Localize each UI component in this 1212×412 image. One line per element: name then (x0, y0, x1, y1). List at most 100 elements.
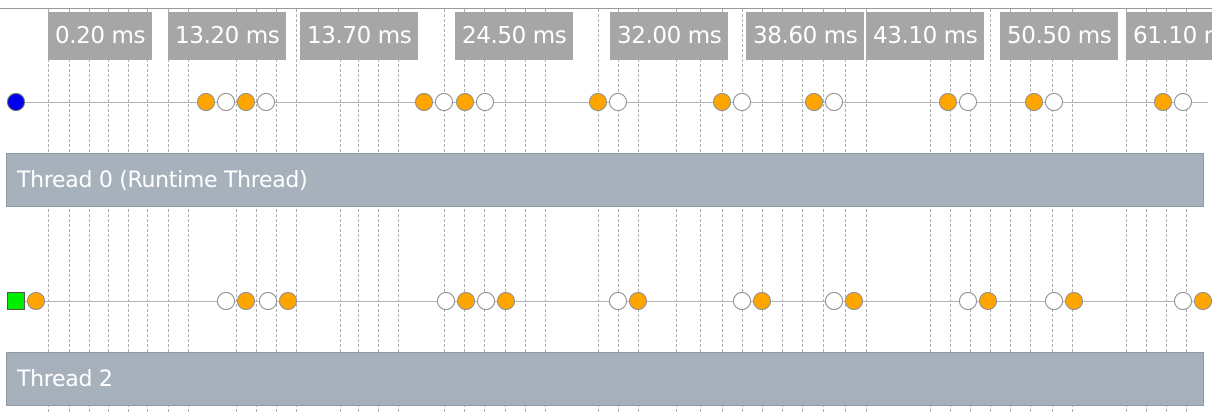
thread-0-marker-filled[interactable] (415, 93, 433, 111)
time-label: 32.00 ms (610, 12, 729, 60)
grid-line (69, 9, 70, 412)
grid-line (236, 9, 237, 412)
thread-0-marker-hollow[interactable] (959, 93, 977, 111)
thread-2-marker-filled[interactable] (27, 292, 45, 310)
grid-line (1126, 9, 1127, 412)
grid-line (188, 9, 189, 412)
thread-2-marker-hollow[interactable] (1174, 292, 1192, 310)
thread-2-marker-filled[interactable] (753, 292, 771, 310)
grid-line (1186, 9, 1187, 412)
grid-line (128, 9, 129, 412)
thread-2-marker-filled[interactable] (1065, 292, 1083, 310)
thread-2-marker-hollow[interactable] (959, 292, 977, 310)
time-label: 38.60 ms (746, 12, 865, 60)
grid-line (340, 9, 341, 412)
time-label: 13.20 ms (168, 12, 287, 60)
thread-0-marker-filled[interactable] (237, 93, 255, 111)
grid-line (147, 9, 148, 412)
grid-line (930, 9, 931, 412)
grid-line (638, 9, 639, 412)
grid-line (722, 9, 723, 412)
thread-0-start-circle[interactable] (7, 93, 25, 111)
thread-2-marker-hollow[interactable] (217, 292, 235, 310)
thread-0-marker-filled[interactable] (197, 93, 215, 111)
thread-2-marker-hollow[interactable] (609, 292, 627, 310)
thread-0-marker-filled[interactable] (939, 93, 957, 111)
thread-0-marker-hollow[interactable] (257, 93, 275, 111)
thread-2-marker-hollow[interactable] (733, 292, 751, 310)
thread-2-marker-filled[interactable] (497, 292, 515, 310)
grid-line (464, 9, 465, 412)
grid-line (108, 9, 109, 412)
time-label: 50.50 ms (1000, 12, 1119, 60)
thread-0-label: Thread 0 (Runtime Thread) (17, 168, 308, 193)
grid-line (598, 9, 599, 412)
thread-0-marker-filled[interactable] (1025, 93, 1043, 111)
grid-line (950, 9, 951, 412)
time-label: 13.70 ms (300, 12, 419, 60)
thread-2-marker-hollow[interactable] (825, 292, 843, 310)
grid-line (505, 9, 506, 412)
grid-line (358, 9, 359, 412)
thread-2-marker-filled[interactable] (457, 292, 475, 310)
grid-line (802, 9, 803, 412)
timeline-top-rule (0, 8, 1212, 9)
grid-line (762, 9, 763, 412)
grid-line (256, 9, 257, 412)
time-label: 0.20 ms (48, 12, 153, 60)
grid-line (676, 9, 677, 412)
grid-line (276, 9, 277, 412)
thread-2-start-square[interactable] (7, 292, 25, 310)
thread-0-marker-hollow[interactable] (435, 93, 453, 111)
grid-line (296, 9, 297, 412)
grid-line (1146, 9, 1147, 412)
grid-line (168, 9, 169, 412)
thread-2-marker-filled[interactable] (237, 292, 255, 310)
thread-0-marker-filled[interactable] (1154, 93, 1172, 111)
grid-line (990, 9, 991, 412)
grid-line (700, 9, 701, 412)
grid-line (823, 9, 824, 412)
thread-2-marker-filled[interactable] (845, 292, 863, 310)
grid-line (618, 9, 619, 412)
grid-line (845, 9, 846, 412)
thread-2-marker-hollow[interactable] (437, 292, 455, 310)
grid-line (742, 9, 743, 412)
thread-2-marker-hollow[interactable] (477, 292, 495, 310)
grid-line (378, 9, 379, 412)
time-label: 61.10 ms (1126, 12, 1212, 60)
time-label: 43.10 ms (866, 12, 985, 60)
thread-0-marker-filled[interactable] (456, 93, 474, 111)
thread-0-marker-filled[interactable] (589, 93, 607, 111)
grid-line (398, 9, 399, 412)
grid-line (1052, 9, 1053, 412)
thread-2-marker-filled[interactable] (979, 292, 997, 310)
thread-0-marker-filled[interactable] (805, 93, 823, 111)
thread-2-marker-filled[interactable] (1194, 292, 1212, 310)
thread-2-marker-filled[interactable] (629, 292, 647, 310)
thread-2-marker-hollow[interactable] (1045, 292, 1063, 310)
thread-2-label: Thread 2 (17, 367, 113, 392)
thread-0-marker-hollow[interactable] (476, 93, 494, 111)
grid-line (782, 9, 783, 412)
thread-0-marker-hollow[interactable] (609, 93, 627, 111)
thread-0-marker-filled[interactable] (713, 93, 731, 111)
thread-0-marker-hollow[interactable] (733, 93, 751, 111)
thread-0-marker-hollow[interactable] (1045, 93, 1063, 111)
grid-line (444, 9, 445, 412)
grid-line (525, 9, 526, 412)
thread-2-marker-hollow[interactable] (259, 292, 277, 310)
time-label: 24.50 ms (455, 12, 574, 60)
thread-2-marker-filled[interactable] (279, 292, 297, 310)
thread-0-bar[interactable]: Thread 0 (Runtime Thread) (6, 153, 1204, 207)
grid-line (484, 9, 485, 412)
thread-0-marker-hollow[interactable] (217, 93, 235, 111)
grid-line (1010, 9, 1011, 412)
thread-0-marker-hollow[interactable] (825, 93, 843, 111)
thread-2-bar[interactable]: Thread 2 (6, 352, 1204, 406)
thread-0-marker-hollow[interactable] (1174, 93, 1192, 111)
grid-line (1166, 9, 1167, 412)
grid-line (545, 9, 546, 412)
grid-line (89, 9, 90, 412)
